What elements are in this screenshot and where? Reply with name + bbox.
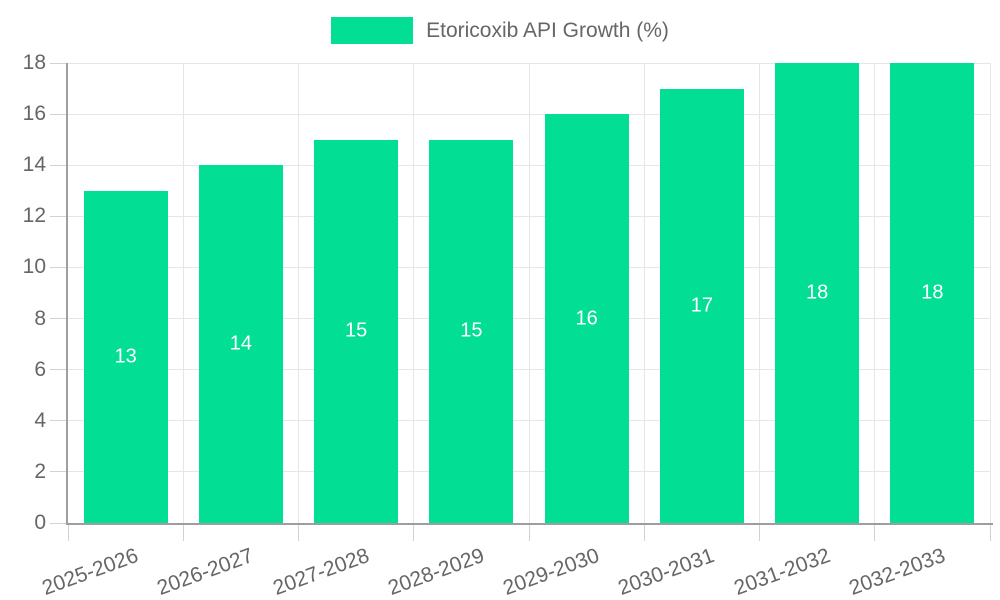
y-tick-label: 8 xyxy=(34,306,46,330)
bar-value-label: 15 xyxy=(460,319,483,342)
x-tick-label: 2032-2033 xyxy=(845,544,949,600)
y-tick-label: 0 xyxy=(34,511,46,534)
bar-2025-2026: 13 xyxy=(83,190,168,523)
y-tick-label: 10 xyxy=(22,255,46,279)
y-tick xyxy=(50,113,66,115)
bar-2031-2032: 18 xyxy=(775,63,860,523)
bar-2026-2027: 14 xyxy=(198,165,283,523)
x-tick xyxy=(759,525,760,541)
y-tick xyxy=(50,318,66,320)
legend-swatch-icon xyxy=(331,17,414,44)
bar-value-label: 17 xyxy=(690,294,713,317)
legend-label: Etoricoxib API Growth (%) xyxy=(426,18,669,42)
gridline-v xyxy=(298,63,299,523)
x-tick xyxy=(528,525,530,541)
y-tick xyxy=(50,164,66,166)
y-tick-label: 16 xyxy=(22,102,46,126)
gridline-v xyxy=(989,63,991,523)
x-tick xyxy=(67,525,69,541)
x-tick-label: 2025-2026 xyxy=(39,544,142,600)
x-tick xyxy=(643,525,645,541)
x-tick-label: 2027-2028 xyxy=(269,544,372,600)
bar-2029-2030: 16 xyxy=(544,114,629,523)
gridline-v xyxy=(413,63,415,523)
y-tick-label: 14 xyxy=(22,153,46,177)
gridline-v xyxy=(643,63,645,523)
x-axis-line xyxy=(66,523,993,525)
y-tick-label: 12 xyxy=(22,204,46,228)
x-tick-label: 2028-2029 xyxy=(384,544,488,600)
bar-value-label: 16 xyxy=(575,307,598,330)
y-tick xyxy=(50,215,66,217)
y-tick xyxy=(50,522,66,524)
gridline-v xyxy=(182,63,184,523)
bar-value-label: 15 xyxy=(345,319,368,342)
bar-2028-2029: 15 xyxy=(429,139,514,523)
y-tick-label: 2 xyxy=(34,459,46,483)
bar-2032-2033: 18 xyxy=(890,63,975,523)
x-tick xyxy=(413,525,415,541)
bar-value-label: 14 xyxy=(229,332,252,355)
y-tick xyxy=(50,471,66,473)
gridline-v xyxy=(874,63,876,523)
x-tick xyxy=(874,525,876,541)
legend: Etoricoxib API Growth (%) xyxy=(0,17,1000,44)
y-tick xyxy=(50,420,66,422)
bar-value-label: 13 xyxy=(114,345,137,368)
gridline-v xyxy=(759,63,760,523)
gridline-v xyxy=(528,63,530,523)
x-tick-label: 2026-2027 xyxy=(154,544,257,600)
y-axis-line xyxy=(66,63,68,525)
x-tick xyxy=(989,525,991,541)
legend-item[interactable]: Etoricoxib API Growth (%) xyxy=(331,17,669,44)
x-tick-label: 2029-2030 xyxy=(500,544,603,600)
bar-2030-2031: 17 xyxy=(659,88,744,523)
y-tick-label: 18 xyxy=(22,51,46,74)
x-tick xyxy=(182,525,184,541)
plot-area: 13 14 15 15 16 17 18 18 xyxy=(68,62,991,523)
x-tick-label: 2031-2032 xyxy=(730,544,833,600)
bar-value-label: 18 xyxy=(921,281,944,304)
y-tick-label: 4 xyxy=(34,408,46,432)
y-tick xyxy=(50,369,66,371)
bar-value-label: 18 xyxy=(806,281,829,304)
x-tick xyxy=(298,525,299,541)
y-tick xyxy=(50,62,66,64)
y-tick xyxy=(50,266,66,268)
bar-2027-2028: 15 xyxy=(314,139,399,523)
x-tick-label: 2030-2031 xyxy=(615,544,718,600)
y-tick-label: 6 xyxy=(34,357,46,381)
